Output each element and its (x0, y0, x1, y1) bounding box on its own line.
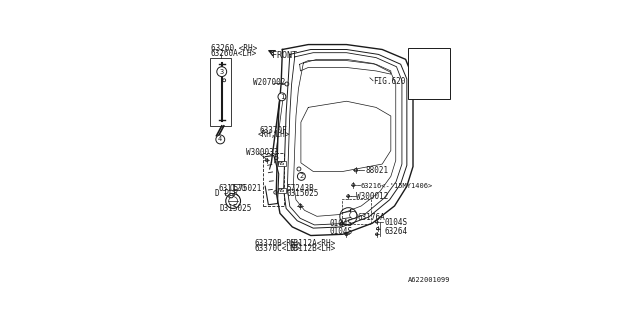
Bar (342, 198, 371, 224)
Circle shape (298, 172, 305, 180)
Bar (408, 48, 450, 99)
Text: NS: NS (278, 161, 285, 166)
Text: M390005: M390005 (418, 90, 448, 95)
Text: <RH,LH>: <RH,LH> (258, 131, 290, 140)
Circle shape (410, 90, 415, 95)
Text: W300033: W300033 (246, 148, 278, 157)
Text: 63216<-'15MY1406>: 63216<-'15MY1406> (361, 183, 433, 189)
Circle shape (410, 52, 415, 57)
Text: 63176A: 63176A (358, 212, 385, 221)
Text: 0104S: 0104S (330, 219, 353, 228)
Circle shape (217, 67, 227, 76)
FancyBboxPatch shape (278, 188, 285, 193)
Circle shape (229, 193, 234, 198)
Text: 1: 1 (410, 52, 415, 58)
Text: 63260 <RH>: 63260 <RH> (211, 44, 257, 53)
Circle shape (278, 93, 286, 101)
Text: 0315025: 0315025 (286, 189, 319, 198)
Text: 3: 3 (220, 69, 224, 75)
Text: 4: 4 (410, 90, 415, 95)
Text: FIG.620: FIG.620 (374, 77, 406, 86)
Bar (262, 153, 284, 206)
Text: 63262: 63262 (418, 64, 440, 70)
Text: W300012: W300012 (356, 192, 388, 201)
Text: W230043: W230043 (418, 52, 448, 58)
Text: 63112A<RH>: 63112A<RH> (289, 239, 335, 248)
Text: 63264: 63264 (384, 227, 407, 236)
Text: A622001099: A622001099 (408, 277, 450, 283)
Text: 57243B: 57243B (286, 184, 314, 193)
Text: 1: 1 (280, 94, 284, 100)
Text: 88021: 88021 (365, 166, 388, 175)
Text: 4: 4 (218, 136, 222, 142)
Bar (210, 58, 231, 126)
Text: 63112G: 63112G (218, 184, 246, 193)
Text: 63370F: 63370F (259, 125, 287, 135)
Text: 0104S: 0104S (329, 227, 353, 236)
Text: M000129: M000129 (418, 77, 448, 83)
Text: Q575021: Q575021 (230, 184, 262, 193)
Text: FRONT: FRONT (272, 51, 297, 60)
Circle shape (410, 77, 415, 83)
Text: 63260A<LH>: 63260A<LH> (211, 49, 257, 58)
Circle shape (216, 135, 225, 144)
Text: 2: 2 (300, 173, 303, 180)
Circle shape (410, 65, 415, 70)
Text: 63370B<RH>: 63370B<RH> (254, 239, 300, 248)
Text: 3: 3 (410, 77, 415, 83)
Text: 63112B<LH>: 63112B<LH> (289, 244, 335, 253)
Text: NS: NS (278, 188, 285, 193)
Text: 0104S: 0104S (384, 218, 407, 227)
Text: 2: 2 (410, 64, 415, 70)
Text: 63370C<LH>: 63370C<LH> (254, 244, 300, 253)
FancyBboxPatch shape (278, 161, 285, 166)
Text: W207002: W207002 (253, 78, 285, 87)
Text: D PLR: D PLR (214, 188, 238, 198)
Text: D315025: D315025 (220, 204, 252, 213)
